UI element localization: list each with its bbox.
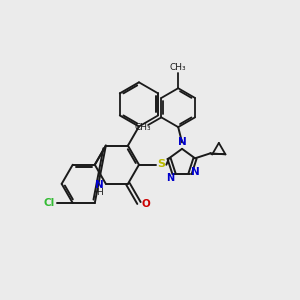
Text: N: N — [167, 173, 175, 183]
Text: N: N — [95, 180, 104, 190]
Text: S: S — [157, 159, 165, 169]
Text: Cl: Cl — [44, 198, 55, 208]
Text: O: O — [141, 199, 150, 208]
Text: N: N — [178, 137, 186, 147]
Text: CH₃: CH₃ — [170, 62, 187, 71]
Text: H: H — [96, 188, 103, 197]
Text: N: N — [191, 167, 200, 177]
Text: CH₃: CH₃ — [134, 123, 151, 132]
